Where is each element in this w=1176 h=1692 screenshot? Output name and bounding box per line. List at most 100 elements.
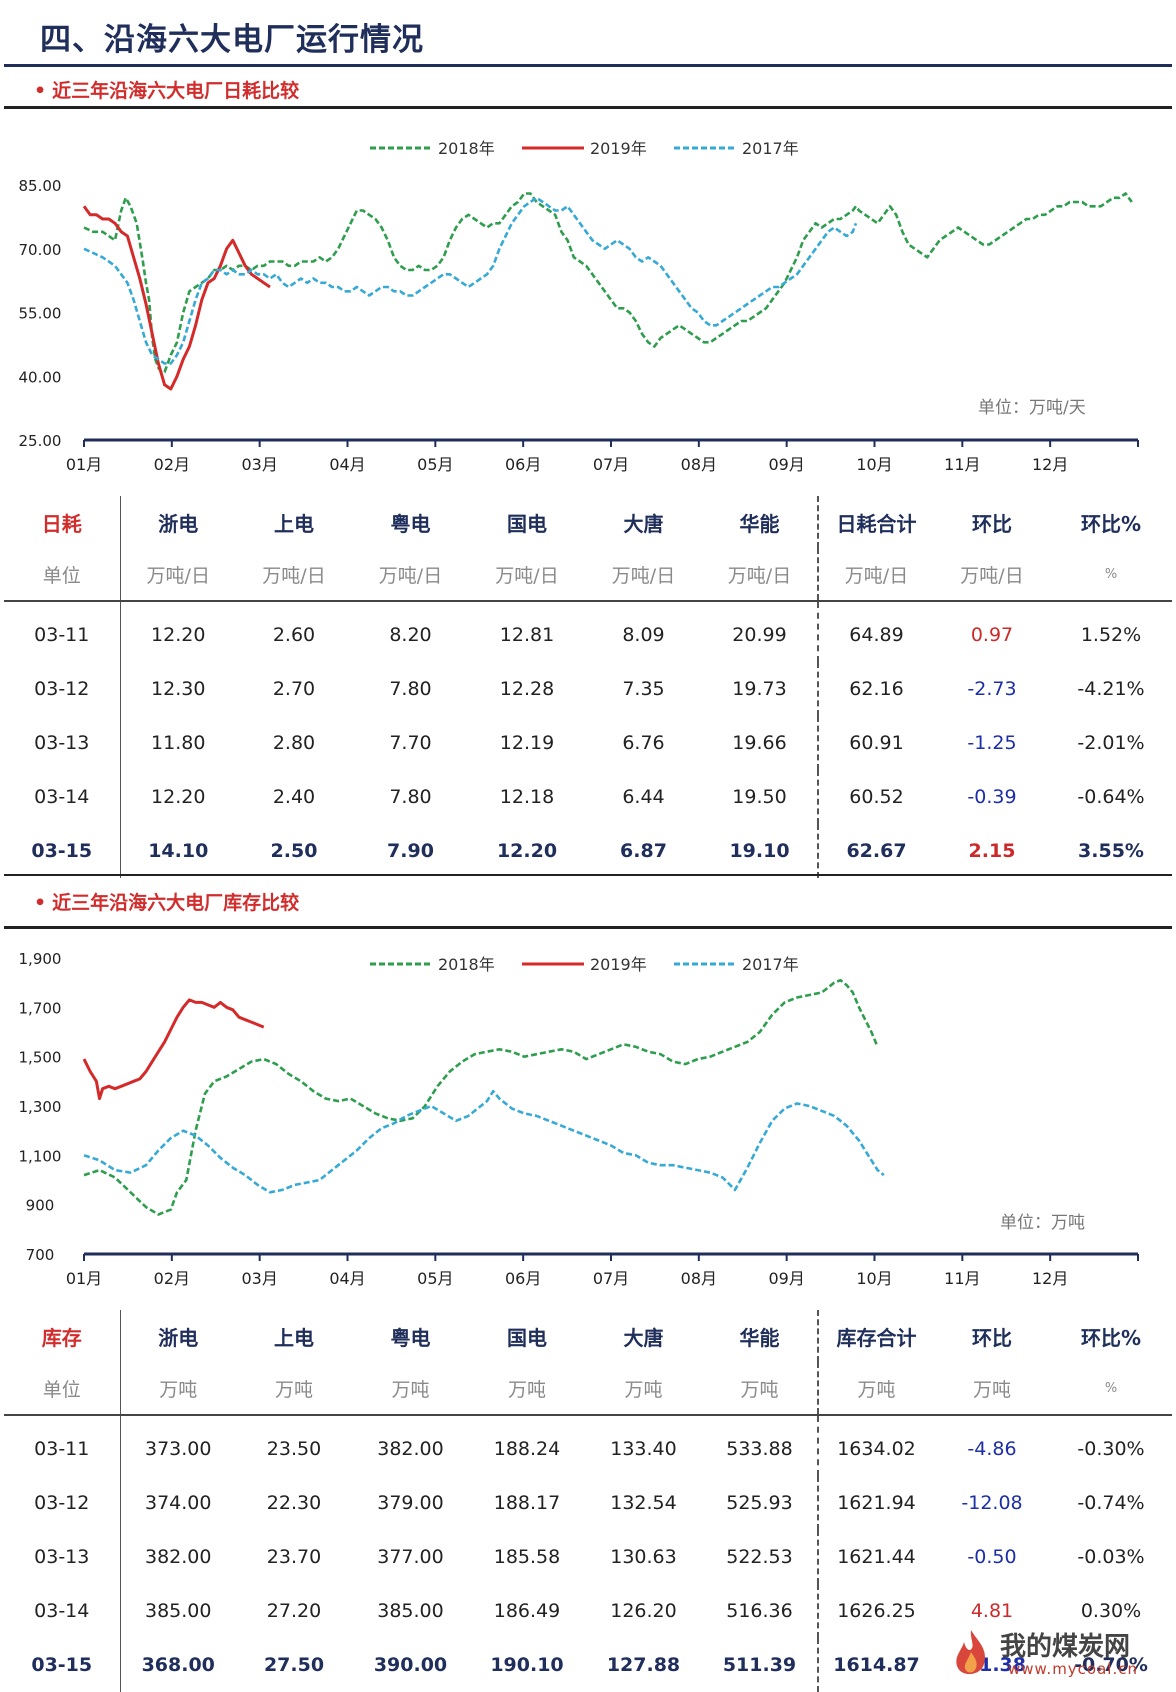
series-line-s2019 [82,998,265,1101]
table-cell: 23.50 [266,1438,322,1460]
table-cell: 27.50 [263,1654,325,1676]
x-tick-label: 01月 [66,455,102,474]
units-row: 单位 万吨 万吨 万吨 万吨 万吨 万吨 万吨 万吨% [4,1362,1172,1416]
table-cell: 62.67 [817,824,934,878]
table-cell: 11.80 [119,716,236,770]
table-cell: 大唐 [623,1325,664,1350]
table-cell: 0.97 [970,624,1014,646]
chart1-unit: 单位：万吨/天 [978,398,1086,418]
section1-rule [4,106,1172,109]
table-cell: 12.18 [499,786,555,808]
section1-heading-text: 近三年沿海六大电厂日耗比较 [52,80,300,102]
x-tick-label: 03月 [241,1269,277,1288]
table-cell: 2.15 [968,840,1016,862]
table-row: 03-12 374.00 22.30 379.00 188.17 132.54 525.93… [4,1476,1172,1530]
table-cell: 库存 [41,1325,82,1350]
table-cell: 浙电 [119,496,236,548]
table-cell: 华能 [739,511,780,536]
table-cell: 19.73 [732,678,787,700]
table-cell: 7.80 [389,678,432,700]
table-cell: 日耗合计 [817,496,934,548]
watermark-text: 我的煤炭网 [1000,1632,1131,1662]
x-tick-label: 04月 [329,455,365,474]
table-cell: 1634.02 [817,1415,934,1476]
table-cell: 环比 [972,511,1012,536]
header-row: 库存 浙电 上电 粤电 国电 大唐 华能 库存合计 环比 环比% [4,1310,1172,1362]
table-cell: 粤电 [390,511,431,536]
table-cell: 万吨/日 [585,548,702,602]
table-cell: 126.20 [610,1600,677,1622]
x-tick-label: 03月 [241,455,277,474]
section2-heading: • 近三年沿海六大电厂库存比较 [34,888,299,915]
table-cell: 03-14 [34,786,90,808]
table-cell: 130.63 [610,1546,677,1568]
daily-consumption-chart: 25.00 40.00 55.00 70.00 85.00 01月 02月 03月 04月 05月… [19,139,1139,474]
table-cell: 万吨/日 [702,548,818,602]
table-cell: 万吨 [817,1362,934,1416]
table-cell: -12.08 [961,1492,1023,1514]
section2-heading-text: 近三年沿海六大电厂库存比较 [52,892,300,914]
table-cell: 国电 [507,511,547,536]
series-line-s2019 [82,205,271,391]
table-cell: 385.00 [377,1600,444,1622]
table-cell: -2.73 [967,678,1017,700]
bullet-icon: • [34,80,47,102]
table-cell: 万吨/日 [934,548,1050,602]
x-tick-label: 05月 [417,1269,453,1288]
table-cell: -0.39 [967,786,1017,808]
table-cell: 万吨/日 [236,548,352,602]
x-tick-label: 10月 [856,455,892,474]
table-cell: 27.20 [266,1600,322,1622]
table-cell: 环比 [972,1325,1012,1350]
table-cell: 03-12 [34,678,90,700]
series-line-s2018 [83,978,879,1216]
table-cell: 522.53 [726,1546,793,1568]
table-cell: 单位 [4,1362,120,1416]
table-cell: -4.21% [1077,678,1145,700]
table-cell: 6.44 [622,786,665,808]
y-tick-label: 70.00 [19,241,62,259]
table-cell: -0.74% [1077,1492,1145,1514]
y-tick-label: 1,300 [19,1098,62,1116]
table-cell: 12.20 [119,770,236,824]
legend-label: 2018年 [438,139,495,158]
x-tick-label: 07月 [593,1269,629,1288]
legend-label: 2018年 [438,955,495,974]
table-cell: 上电 [274,1325,314,1350]
table-cell: 6.76 [622,732,665,754]
table-cell: 12.20 [119,601,236,662]
y-tick-label: 700 [26,1246,55,1264]
table-cell: -0.30% [1077,1438,1145,1460]
table-cell: % [1050,548,1172,602]
table-cell: 186.49 [493,1600,561,1622]
y-tick-label: 1,700 [19,999,62,1017]
table-cell: 粤电 [390,1325,431,1350]
table-cell: 185.58 [493,1546,561,1568]
table-cell: 12.20 [496,840,558,862]
table-cell: -2.01% [1077,732,1145,754]
table-cell: 12.30 [119,662,236,716]
table-cell: 万吨 [702,1362,818,1416]
table-row: 03-11 12.20 2.60 8.20 12.81 8.09 20.99 64.89 0.9… [4,601,1172,662]
table-cell: 2.60 [272,624,316,646]
table-cell: 1626.25 [817,1584,934,1638]
table-cell: 2.80 [272,732,316,754]
table-cell: 库存合计 [817,1310,934,1362]
table-cell: 万吨/日 [352,548,469,602]
table-cell: 385.00 [119,1584,236,1638]
table-cell: 19.10 [729,840,790,862]
y-tick-label: 1,100 [19,1147,62,1165]
table-cell: 华能 [739,1325,780,1350]
table-cell: 2.50 [270,840,318,862]
table-cell: 环比% [1080,511,1142,536]
x-tick-label: 08月 [681,1269,717,1288]
x-tick-label: 05月 [417,455,453,474]
table-cell: -0.70% [1074,1654,1148,1676]
table-cell: 12.28 [499,678,555,700]
table-cell: 190.10 [490,1654,564,1676]
y-tick-label: 85.00 [19,177,62,195]
table-row: 03-14 12.20 2.40 7.80 12.18 6.44 19.50 60.52 -0.… [4,770,1172,824]
y-tick-label: 25.00 [19,432,62,450]
table-cell: -0.50 [967,1546,1017,1568]
table-cell: 万吨/日 [469,548,585,602]
